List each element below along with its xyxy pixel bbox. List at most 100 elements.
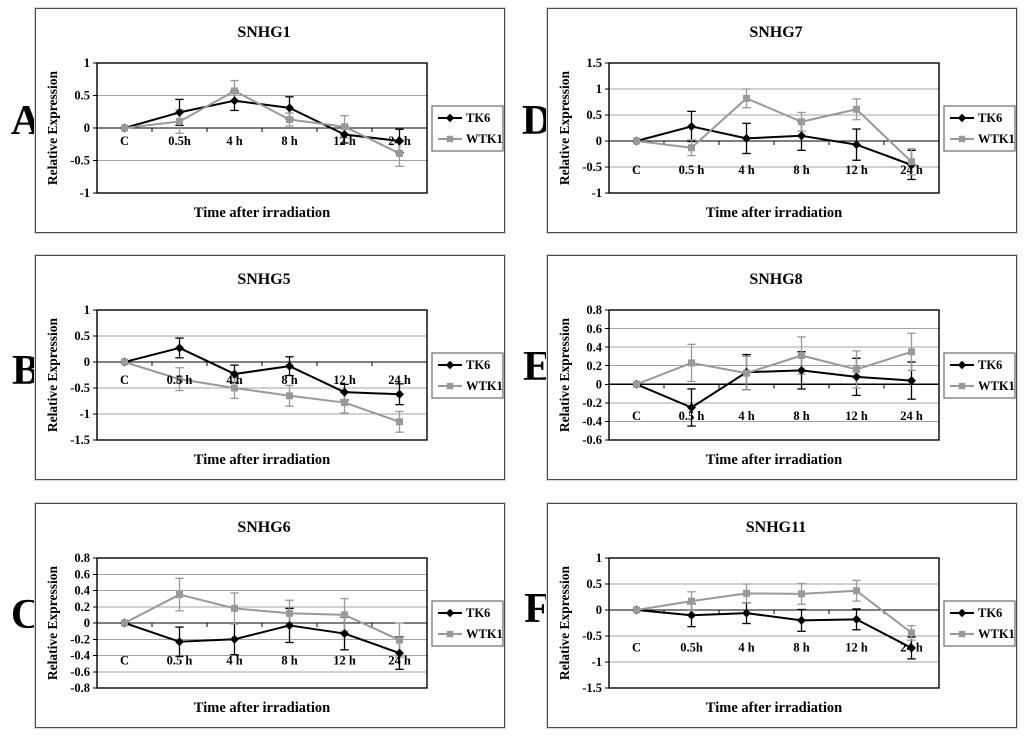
x-tick-label: 0.5 h (167, 373, 193, 387)
diamond-marker (957, 608, 967, 618)
series-tk6 (120, 343, 404, 399)
legend-label: TK6 (466, 358, 490, 372)
x-axis (96, 622, 428, 627)
y-axis-title: Relative Expression (45, 70, 60, 185)
x-axis (608, 383, 940, 389)
y-tick-label: -0.2 (70, 632, 90, 646)
y-tick-label: 0 (84, 355, 90, 369)
diamond-marker (230, 96, 239, 106)
chart-title: SNHG8 (749, 271, 802, 288)
gridlines (609, 62, 939, 194)
x-tick-label: 0.5h (680, 641, 703, 655)
diamond-marker (957, 113, 967, 123)
x-tick-label: 24 h (900, 641, 923, 655)
square-marker (958, 382, 966, 390)
diamond-marker (285, 620, 294, 630)
y-tick-label: 0.6 (74, 567, 90, 581)
legend: TK6 WTK1 (943, 352, 1016, 399)
legend: TK6 WTK1 (431, 352, 504, 399)
y-tick-label: 0.8 (74, 551, 90, 565)
y-tick-label: -0.5 (582, 629, 602, 643)
legend-label: TK6 (978, 606, 1002, 620)
legend-label: WTK1 (978, 132, 1015, 146)
chart-title: SNHG1 (237, 24, 290, 41)
square-marker (286, 392, 293, 400)
x-tick-label: 8 h (793, 409, 809, 423)
x-axis-title: Time after irradiation (706, 205, 842, 221)
x-axis-title: Time after irradiation (706, 452, 842, 468)
chart-title: SNHG5 (237, 271, 290, 288)
square-marker (396, 149, 403, 157)
square-marker (688, 359, 695, 367)
y-tick-label: -0.6 (70, 665, 90, 679)
x-axis-title: Time after irradiation (194, 452, 330, 468)
diamond-marker (340, 130, 349, 139)
diamond-marker (742, 608, 751, 618)
x-tick-label: 12 h (333, 373, 356, 387)
legend-label: WTK1 (466, 627, 503, 641)
series-wtk1 (633, 94, 915, 166)
panel-letter-f: F (524, 586, 550, 632)
chart-title: SNHG11 (746, 519, 806, 536)
y-tick-label: 0.4 (586, 340, 602, 354)
y-tick-label: 0 (84, 121, 90, 135)
x-axis (96, 361, 428, 366)
x-tick-label: 24 h (900, 163, 923, 177)
x-tick-label: 12 h (845, 409, 868, 423)
legend-label: TK6 (978, 111, 1002, 125)
panel-f-frame: 1 0.5 0 -0.5 -1 -1.5 C 0.5h 4 h 8 h 12 h 24 h SNHG11… (546, 502, 1018, 729)
y-tick-label: 0 (84, 616, 90, 630)
square-marker (743, 369, 750, 377)
legend-label: WTK1 (978, 379, 1015, 393)
x-tick-label: 12 h (333, 134, 356, 148)
square-marker (908, 348, 915, 356)
square-marker (853, 587, 860, 595)
diamond-marker (340, 387, 349, 397)
square-marker (688, 144, 695, 152)
square-marker (958, 135, 966, 143)
y-tick-label: -0.4 (70, 649, 91, 663)
square-marker (121, 358, 128, 366)
x-tick-label: 4 h (226, 654, 242, 668)
y-axis: 1.5 1 0.5 0 -0.5 -1 (582, 56, 609, 200)
diamond-marker (175, 107, 184, 117)
y-tick-label: 0.5 (74, 89, 90, 103)
x-tick-label: 8 h (793, 641, 809, 655)
y-tick-label: -0.5 (582, 160, 602, 174)
y-tick-label: 0.8 (586, 303, 602, 317)
diamond-marker (445, 113, 455, 123)
series-wtk1 (121, 358, 403, 426)
category-labels: C 0.5 h 4 h 8 h 12 h 24 h (632, 163, 923, 177)
legend: TK6 WTK1 (431, 600, 504, 647)
x-tick-label: C (632, 641, 641, 655)
y-axis-title: Relative Expression (557, 317, 572, 432)
chart-title: SNHG6 (237, 519, 290, 536)
y-axis-title: Relative Expression (45, 565, 60, 680)
x-tick-label: 0.5 h (679, 163, 705, 177)
error-bars (175, 79, 404, 168)
x-tick-label: C (120, 654, 129, 668)
chart-snhg5: 1 0.5 0 -0.5 -1 -1.5 C 0.5 h 4 h 8 h 12 h 24 h SNHG5… (45, 271, 504, 468)
panel-e-frame: 0.8 0.6 0.4 0.2 0 -0.2 -0.4 -0.6 C 0.5 h 4 h 8 h 12 … (546, 254, 1018, 481)
y-tick-label: 1 (596, 82, 602, 96)
y-tick-label: -0.4 (582, 415, 603, 429)
x-tick-label: 24 h (900, 409, 923, 423)
series-wtk1 (121, 591, 403, 644)
square-marker (341, 399, 348, 407)
diamond-marker (797, 131, 806, 141)
diamond-marker (687, 610, 696, 620)
square-marker (633, 380, 640, 388)
diamond-marker (230, 634, 239, 644)
y-tick-label: 0.2 (586, 359, 602, 373)
x-axis-title: Time after irradiation (706, 700, 842, 716)
series-wtk1 (121, 87, 403, 157)
diamond-marker (395, 136, 404, 146)
legend: TK6 WTK1 (943, 105, 1016, 152)
y-tick-label: -0.8 (70, 681, 90, 695)
x-tick-label: 4 h (738, 163, 754, 177)
square-marker (231, 87, 238, 95)
x-tick-label: 4 h (738, 641, 754, 655)
y-axis: 0.8 0.6 0.4 0.2 0 -0.2 -0.4 -0.6 (582, 303, 609, 447)
x-tick-label: 8 h (281, 654, 297, 668)
plot-area-border (96, 309, 428, 441)
